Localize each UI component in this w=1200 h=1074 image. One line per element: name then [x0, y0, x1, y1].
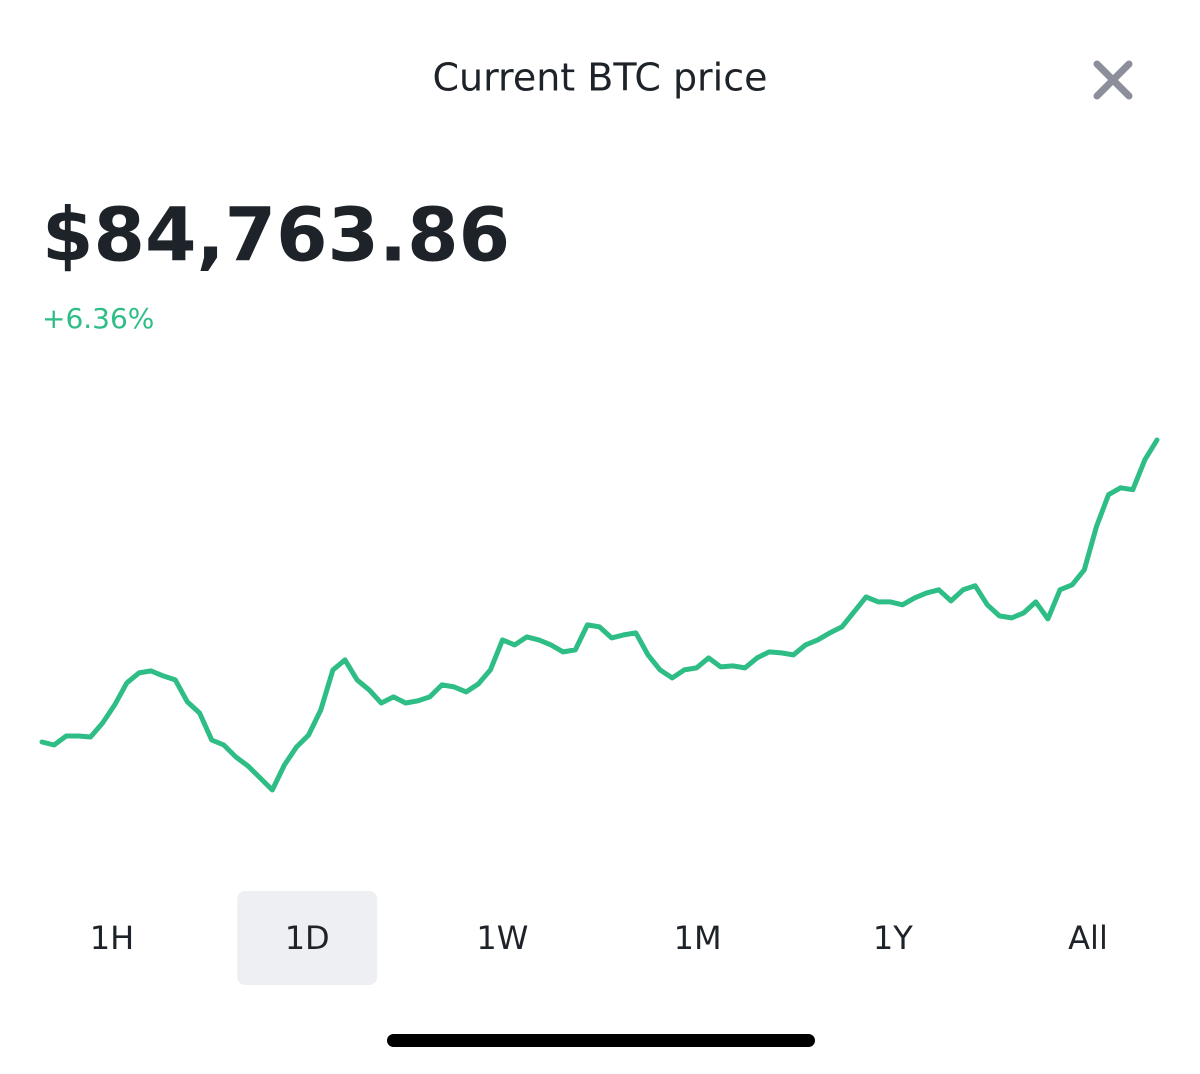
tab-label: 1Y: [873, 919, 913, 957]
timeframe-tabs: 1H1D1W1M1YAll1D: [90, 891, 1108, 985]
tab-label: 1D: [285, 919, 330, 957]
home-indicator: [387, 1034, 815, 1047]
tab[interactable]: All: [1068, 919, 1108, 957]
tab-label: 1W: [476, 919, 528, 957]
tab[interactable]: 1W: [476, 919, 528, 957]
title: Current BTC price: [432, 56, 767, 100]
tab[interactable]: 1Y: [873, 919, 913, 957]
tab[interactable]: 1D: [237, 891, 378, 985]
tab[interactable]: 1H: [90, 919, 134, 957]
tab-label: All: [1068, 919, 1108, 957]
tab-selected-bg: [237, 891, 378, 985]
price: $84,763.86: [42, 193, 510, 279]
tab-label: 1H: [90, 919, 134, 957]
tab-label: 1M: [674, 919, 722, 957]
change: +6.36%: [42, 302, 154, 335]
tab[interactable]: 1M: [674, 919, 722, 957]
price-line: [39, 437, 1160, 793]
close-button[interactable]: [1093, 60, 1133, 100]
close-icon: [1093, 60, 1133, 100]
